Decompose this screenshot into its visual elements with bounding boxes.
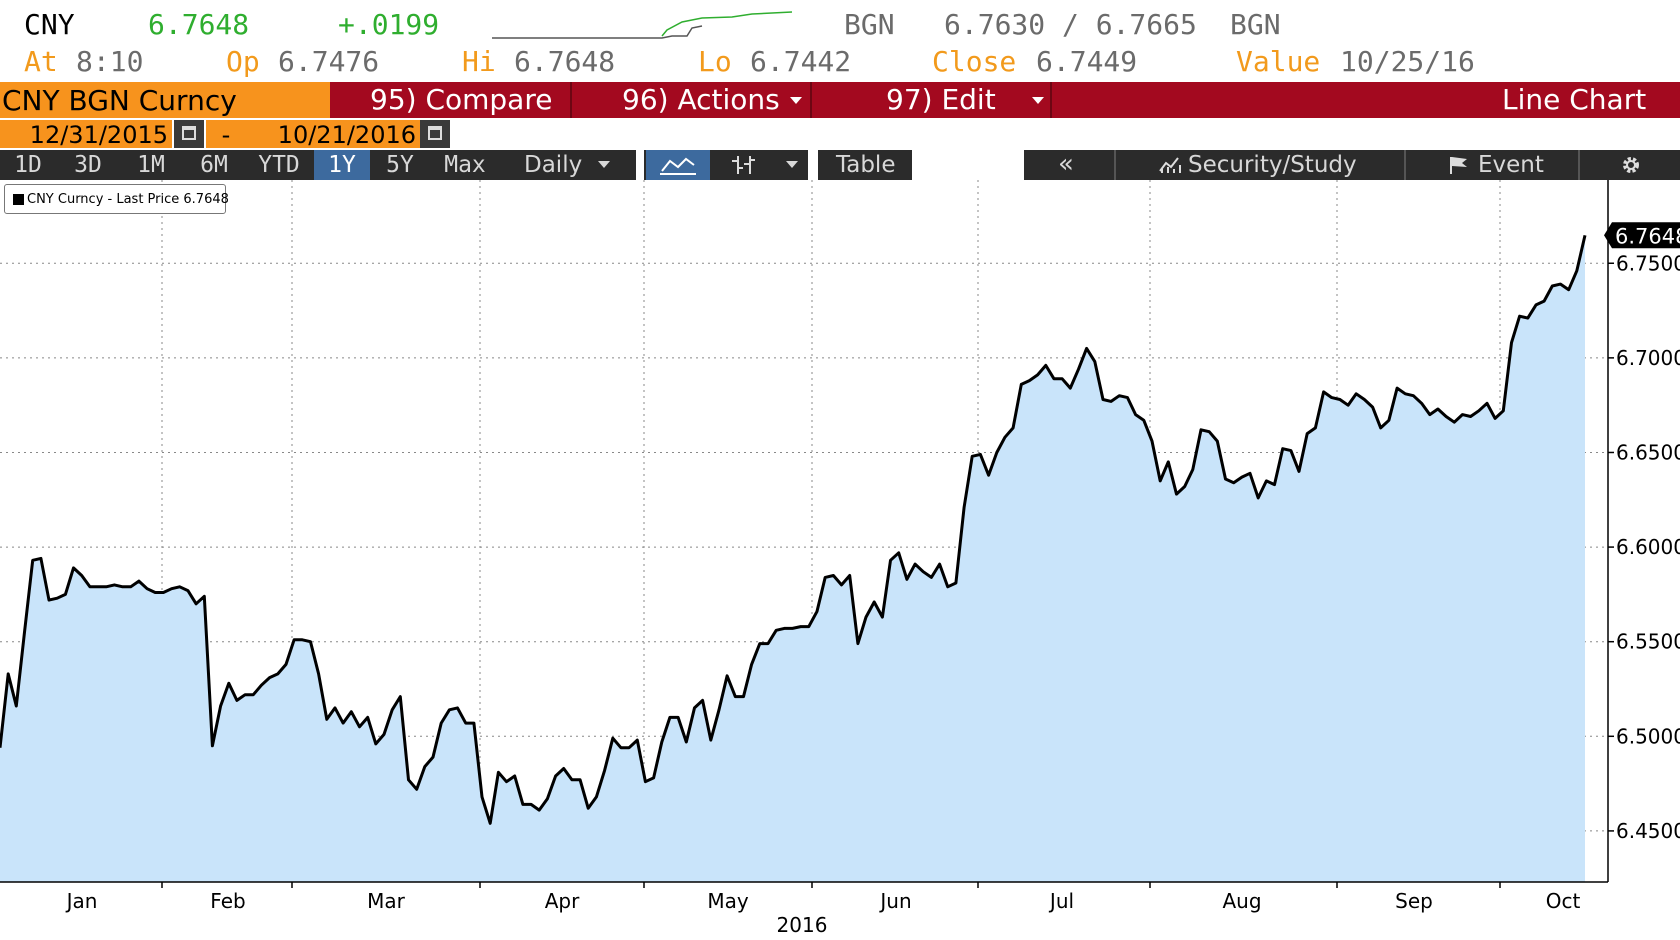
last-price-tag: [1604, 222, 1680, 249]
at-label: At: [24, 45, 58, 78]
x-axis-year: 2016: [777, 913, 828, 937]
right-toolbar: [1024, 150, 1680, 180]
bid-ask: 6.7630 / 6.7665: [944, 8, 1197, 41]
period-button-1d[interactable]: 1D: [14, 152, 42, 178]
menu-separator: [810, 82, 812, 118]
low-label: Lo: [698, 45, 732, 78]
date-range-dash: -: [206, 120, 246, 149]
y-tick-label: 6.7500: [1616, 251, 1680, 275]
edit-dropdown-icon[interactable]: [1032, 97, 1044, 104]
low-value: 6.7442: [750, 45, 852, 78]
x-tick-label: Oct: [1546, 889, 1581, 913]
x-tick-label: Jan: [65, 889, 98, 913]
period-button-1m[interactable]: 1M: [137, 152, 165, 178]
x-tick-label: Jun: [878, 889, 911, 913]
security-study-icon[interactable]: [1158, 155, 1184, 175]
security-study-button[interactable]: Security/Study: [1188, 152, 1357, 178]
open-value: 6.7476: [278, 45, 380, 78]
toolbar-separator: [1114, 150, 1116, 180]
start-date-field[interactable]: 12/31/2015: [0, 120, 172, 149]
calendar-icon[interactable]: [420, 120, 450, 148]
close-label: Close: [932, 45, 1017, 78]
toolbar-separator: [1404, 150, 1406, 180]
period-button-1y[interactable]: 1Y: [314, 150, 370, 180]
line-chart-style-button[interactable]: [646, 150, 710, 180]
ticker: CNY: [24, 8, 75, 41]
open-label: Op: [226, 45, 260, 78]
last-price-tag-label: 6.7648: [1615, 224, 1680, 248]
calendar-icon[interactable]: [174, 120, 204, 148]
last-price: 6.7648: [148, 8, 250, 41]
period-button-max[interactable]: Max: [444, 152, 486, 178]
price-source-2: BGN: [1230, 8, 1281, 41]
frequency-select[interactable]: Daily: [524, 152, 583, 178]
edit-menu[interactable]: 97) Edit: [886, 83, 996, 116]
value-label: Value: [1236, 45, 1321, 78]
end-date-field[interactable]: 10/21/2016: [246, 120, 420, 149]
y-tick-label: 6.5500: [1616, 630, 1680, 654]
y-tick-label: 6.4500: [1616, 819, 1680, 843]
y-tick-label: 6.5000: [1616, 724, 1680, 748]
period-button-ytd[interactable]: YTD: [258, 152, 300, 178]
x-tick-label: Apr: [545, 889, 580, 913]
toolbar-separator: [1578, 150, 1580, 180]
actions-menu[interactable]: 96) Actions: [622, 83, 780, 116]
chart-style-dropdown-icon[interactable]: [786, 161, 798, 168]
y-tick-label: 6.6500: [1616, 440, 1680, 464]
x-tick-label: Feb: [210, 889, 245, 913]
line-chart-icon: [660, 157, 696, 175]
high-label: Hi: [462, 45, 496, 78]
y-tick-label: 6.6000: [1616, 535, 1680, 559]
period-button-5y[interactable]: 5Y: [386, 152, 414, 178]
legend: CNY Curncy - Last Price 6.7648: [4, 184, 229, 214]
y-tick-label: 6.7000: [1616, 346, 1680, 370]
sparkline: [492, 11, 793, 39]
high-value: 6.7648: [514, 45, 616, 78]
table-button[interactable]: Table: [836, 152, 896, 178]
x-tick-label: Sep: [1395, 889, 1433, 913]
price-area: [0, 235, 1585, 883]
sparkline-recent: [661, 11, 793, 37]
price-line: [0, 234, 1587, 825]
chart-type-label[interactable]: Line Chart: [1502, 83, 1647, 116]
compare-menu[interactable]: 95) Compare: [370, 83, 553, 116]
actions-dropdown-icon[interactable]: [790, 97, 802, 104]
legend-label: CNY Curncy - Last Price 6.7648: [27, 192, 229, 207]
security-name[interactable]: CNY BGN Curncy: [0, 82, 330, 118]
legend-swatch: [13, 194, 24, 205]
close-value: 6.7449: [1036, 45, 1138, 78]
price-chart[interactable]: 6.4500 6.5000 6.5500 6.6000 6.6500 6.7000 6.75…: [0, 180, 1680, 940]
chart-axes: 6.4500 6.5000 6.5500 6.6000 6.6500 6.7000 6.75…: [0, 180, 1680, 937]
bar-chart-style-button[interactable]: [714, 150, 774, 180]
x-tick-label: Aug: [1222, 889, 1261, 913]
event-button[interactable]: Event: [1478, 152, 1544, 178]
period-button-6m[interactable]: 6M: [200, 152, 228, 178]
gear-icon[interactable]: [1620, 154, 1642, 176]
table-button-bg: [818, 150, 912, 180]
collapse-back-icon[interactable]: «: [1058, 149, 1074, 179]
net-change: +.0199: [338, 8, 440, 41]
sparkline-base: [492, 25, 703, 39]
frequency-dropdown-icon[interactable]: [598, 161, 610, 168]
ohlc-bars-icon: [732, 156, 755, 174]
x-tick-label: Mar: [367, 889, 406, 913]
menu-separator: [1050, 82, 1052, 118]
x-tick-label: Jul: [1048, 889, 1074, 913]
period-button-3d[interactable]: 3D: [74, 152, 102, 178]
at-time: 8:10: [76, 45, 144, 78]
flag-icon[interactable]: [1448, 155, 1470, 175]
menu-separator: [570, 82, 572, 118]
x-tick-label: May: [707, 889, 749, 913]
price-source: BGN: [844, 8, 895, 41]
value-date: 10/25/16: [1340, 45, 1475, 78]
